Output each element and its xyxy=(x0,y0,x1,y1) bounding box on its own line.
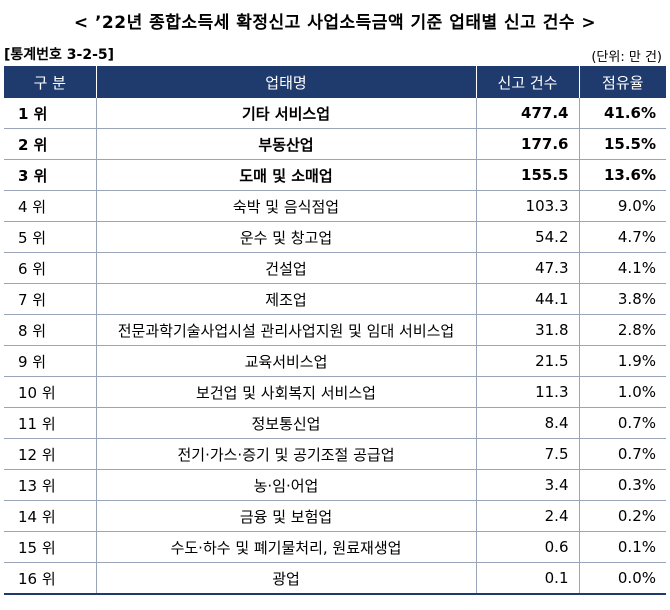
name-cell: 보건업 및 사회복지 서비스업 xyxy=(95,376,476,408)
count-cell: 54.2 xyxy=(475,221,579,253)
rank-cell: 12 위 xyxy=(4,438,96,470)
table-row: 14 위 금융 및 보험업 2.4 0.2% xyxy=(4,500,666,532)
table-row: 1 위 기타 서비스업 477.4 41.6% xyxy=(4,98,666,129)
name-cell: 정보통신업 xyxy=(95,407,476,439)
share-cell: 0.7% xyxy=(578,407,666,439)
rank-cell: 3 위 xyxy=(4,159,96,191)
table-row: 10 위 보건업 및 사회복지 서비스업 11.3 1.0% xyxy=(4,376,666,408)
table-row: 15 위 수도·하수 및 폐기물처리, 원료재생업 0.6 0.1% xyxy=(4,531,666,563)
rank-cell: 11 위 xyxy=(4,407,96,439)
share-cell: 0.2% xyxy=(578,500,666,532)
count-cell: 3.4 xyxy=(475,469,579,501)
count-cell: 2.4 xyxy=(475,500,579,532)
name-cell: 기타 서비스업 xyxy=(95,98,476,129)
rank-cell: 14 위 xyxy=(4,500,96,532)
name-cell: 운수 및 창고업 xyxy=(95,221,476,253)
name-cell: 수도·하수 및 폐기물처리, 원료재생업 xyxy=(95,531,476,563)
name-cell: 건설업 xyxy=(95,252,476,284)
header-name: 업태명 xyxy=(95,66,477,98)
rank-cell: 13 위 xyxy=(4,469,96,501)
unit-label: (단위: 만 건) xyxy=(591,50,662,65)
stats-table: 구 분 업태명 신고 건수 점유율 1 위 기타 서비스업 477.4 41.6% 2 … xyxy=(4,66,666,595)
name-cell: 전문과학기술사업시설 관리사업지원 및 임대 서비스업 xyxy=(95,314,476,346)
header-count: 신고 건수 xyxy=(475,66,580,98)
share-cell: 0.7% xyxy=(578,438,666,470)
share-cell: 2.8% xyxy=(578,314,666,346)
name-cell: 부동산업 xyxy=(95,128,476,160)
count-cell: 31.8 xyxy=(475,314,579,346)
table-row: 8 위 전문과학기술사업시설 관리사업지원 및 임대 서비스업 31.8 2.8% xyxy=(4,314,666,346)
name-cell: 전기·가스·증기 및 공기조절 공급업 xyxy=(95,438,476,470)
count-cell: 47.3 xyxy=(475,252,579,284)
count-cell: 103.3 xyxy=(475,190,579,222)
name-cell: 교육서비스업 xyxy=(95,345,476,377)
header-share: 점유율 xyxy=(578,66,666,98)
name-cell: 농·임·어업 xyxy=(95,469,476,501)
table-row: 6 위 건설업 47.3 4.1% xyxy=(4,252,666,284)
rank-cell: 8 위 xyxy=(4,314,96,346)
share-cell: 3.8% xyxy=(578,283,666,315)
count-cell: 44.1 xyxy=(475,283,579,315)
rank-cell: 6 위 xyxy=(4,252,96,284)
count-cell: 0.1 xyxy=(475,562,579,595)
table-row: 5 위 운수 및 창고업 54.2 4.7% xyxy=(4,221,666,253)
table-row: 12 위 전기·가스·증기 및 공기조절 공급업 7.5 0.7% xyxy=(4,438,666,470)
rank-cell: 7 위 xyxy=(4,283,96,315)
share-cell: 9.0% xyxy=(578,190,666,222)
page-title: < ’22년 종합소득세 확정신고 사업소득금액 기준 업태별 신고 건수 > xyxy=(73,13,597,33)
share-cell: 0.0% xyxy=(578,562,666,595)
share-cell: 13.6% xyxy=(578,159,666,191)
table-row: 2 위 부동산업 177.6 15.5% xyxy=(4,128,666,160)
table-row: 9 위 교육서비스업 21.5 1.9% xyxy=(4,345,666,377)
header-rank: 구 분 xyxy=(4,66,97,98)
share-cell: 1.9% xyxy=(578,345,666,377)
rank-cell: 2 위 xyxy=(4,128,96,160)
share-cell: 41.6% xyxy=(578,98,666,129)
name-cell: 도매 및 소매업 xyxy=(95,159,476,191)
share-cell: 0.3% xyxy=(578,469,666,501)
count-cell: 477.4 xyxy=(475,98,579,129)
count-cell: 155.5 xyxy=(475,159,579,191)
count-cell: 21.5 xyxy=(475,345,579,377)
rank-cell: 10 위 xyxy=(4,376,96,408)
share-cell: 1.0% xyxy=(578,376,666,408)
name-cell: 금융 및 보험업 xyxy=(95,500,476,532)
share-cell: 4.7% xyxy=(578,221,666,253)
count-cell: 177.6 xyxy=(475,128,579,160)
name-cell: 광업 xyxy=(95,562,476,595)
table-header-row: 구 분 업태명 신고 건수 점유율 xyxy=(4,66,666,98)
rank-cell: 1 위 xyxy=(4,98,96,129)
count-cell: 8.4 xyxy=(475,407,579,439)
rank-cell: 5 위 xyxy=(4,221,96,253)
table-code: [통계번호 3-2-5] xyxy=(4,47,115,63)
table-row: 4 위 숙박 및 음식점업 103.3 9.0% xyxy=(4,190,666,222)
name-cell: 숙박 및 음식점업 xyxy=(95,190,476,222)
table-row: 3 위 도매 및 소매업 155.5 13.6% xyxy=(4,159,666,191)
table-row: 13 위 농·임·어업 3.4 0.3% xyxy=(4,469,666,501)
share-cell: 15.5% xyxy=(578,128,666,160)
name-cell: 제조업 xyxy=(95,283,476,315)
count-cell: 7.5 xyxy=(475,438,579,470)
share-cell: 0.1% xyxy=(578,531,666,563)
count-cell: 0.6 xyxy=(475,531,579,563)
table-row: 16 위 광업 0.1 0.0% xyxy=(4,562,666,595)
count-cell: 11.3 xyxy=(475,376,579,408)
share-cell: 4.1% xyxy=(578,252,666,284)
rank-cell: 9 위 xyxy=(4,345,96,377)
rank-cell: 16 위 xyxy=(4,562,96,595)
table-row: 11 위 정보통신업 8.4 0.7% xyxy=(4,407,666,439)
rank-cell: 15 위 xyxy=(4,531,96,563)
rank-cell: 4 위 xyxy=(4,190,96,222)
table-row: 7 위 제조업 44.1 3.8% xyxy=(4,283,666,315)
